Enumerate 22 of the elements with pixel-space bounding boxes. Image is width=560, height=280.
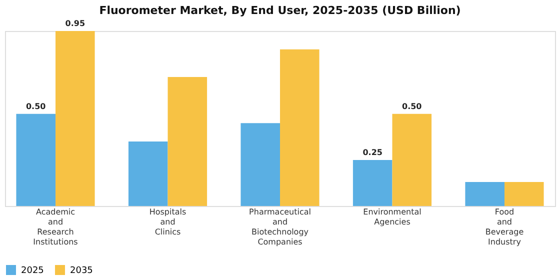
- x-tick-label: Hospitals and Clinics: [149, 208, 186, 236]
- x-tick-label: Pharmaceutical and Biotechnology Companies: [249, 208, 311, 246]
- bar: [352, 160, 392, 206]
- bar: [56, 31, 95, 206]
- chart-title: Fluorometer Market, By End User, 2025-2035 (USD Billion): [99, 4, 461, 17]
- bar: [240, 123, 280, 206]
- legend-label: 2025: [21, 266, 44, 276]
- x-tick-label: Food and Beverage Industry: [485, 208, 524, 246]
- legend-label: 2035: [70, 266, 93, 276]
- x-tick-label: Environmental Agencies: [363, 208, 422, 226]
- bar: [504, 182, 544, 206]
- bar: [128, 142, 168, 206]
- data-label: 0.50: [26, 102, 46, 111]
- bar: [465, 182, 504, 206]
- bar: [16, 114, 56, 206]
- data-label: 0.95: [65, 19, 86, 28]
- data-label: 0.25: [362, 148, 383, 157]
- data-label: 0.50: [402, 102, 422, 111]
- bar: [168, 77, 208, 206]
- bar: [392, 114, 432, 206]
- bar: [280, 49, 320, 206]
- x-tick-label: Academic and Research Institutions: [33, 208, 78, 246]
